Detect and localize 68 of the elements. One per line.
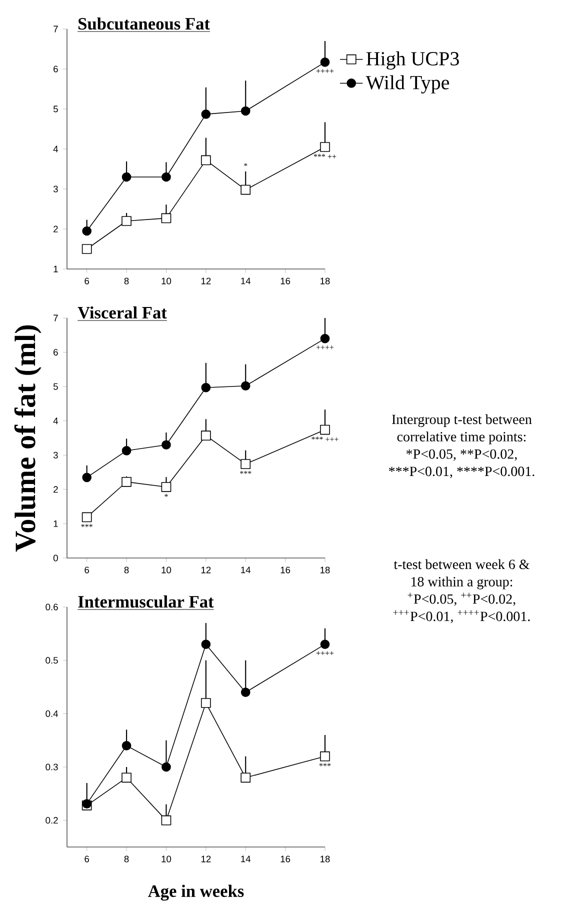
y-tick-label: 4 (53, 418, 58, 424)
x-tick-label: 8 (124, 278, 129, 284)
y-tick-label: 5 (53, 106, 58, 112)
text: $^{++}$P<0.02, (461, 592, 516, 606)
text: ***P<0.01, (388, 466, 452, 478)
y-tick-label: 4 (53, 146, 58, 152)
y-tick-label: 3 (53, 452, 58, 458)
y-tick-label: 7 (54, 26, 58, 32)
chart-title: Intermuscular Fat (78, 595, 214, 608)
text: **P<0.02, (460, 449, 517, 461)
text: ****P<0.001. (457, 466, 534, 476)
x-tick-label: 8 (124, 856, 129, 862)
y-tick-label: 1 (54, 266, 58, 272)
annotation: ++++ (316, 651, 334, 655)
y-tick-label: 2 (54, 226, 58, 232)
y-tick-label: 0 (53, 554, 58, 562)
x-tick-label: 16 (280, 278, 290, 284)
x-tick-label: 18 (320, 278, 330, 284)
chart-title: Visceral Fat (78, 306, 167, 319)
annotation: * (164, 494, 168, 497)
annotation: *** +++ (312, 436, 338, 442)
y-tick-label: 5 (53, 383, 58, 390)
legend-label: Wild Type (366, 75, 450, 94)
y-tick-label: 0.3 (46, 764, 58, 770)
annotation: *** ++ (314, 154, 336, 158)
annotation: *** (240, 470, 252, 474)
legend-label: High UCP3 (366, 51, 459, 70)
x-tick-label: 10 (162, 278, 172, 284)
x-tick-label: 14 (241, 566, 251, 574)
y-axis-title: Volume of fat (ml) (14, 325, 42, 552)
y-tick-label: 0.6 (46, 604, 58, 610)
x-tick-label: 16 (280, 566, 290, 574)
y-tick-label: 6 (54, 66, 58, 72)
y-tick-label: 1 (54, 520, 58, 527)
x-tick-label: 12 (201, 566, 211, 574)
y-tick-label: 0.2 (46, 817, 58, 824)
text: *P<0.05, (406, 449, 456, 461)
text: t-test between week 6 & 18 within a group: (394, 559, 530, 590)
x-tick-label: 12 (201, 856, 211, 862)
text: Intergroup t-test between correlative time points: (392, 414, 532, 444)
x-tick-label: 14 (241, 278, 251, 284)
x-tick-label: 6 (84, 856, 90, 862)
x-tick-label: 10 (162, 566, 172, 574)
x-tick-label: 12 (201, 278, 211, 284)
annotation: *** (81, 524, 92, 528)
x-axis-title: Age in weeks (148, 884, 244, 901)
x-tick-label: 8 (124, 566, 129, 574)
y-tick-label: 2 (54, 486, 58, 493)
x-tick-label: 10 (162, 856, 172, 862)
annotation: *** (319, 763, 331, 766)
annotation: ++++ (316, 346, 334, 350)
y-tick-label: 3 (53, 186, 58, 192)
text: $^{++++}$P<0.001. (458, 610, 530, 622)
annotation: ++++ (316, 69, 334, 73)
x-tick-label: 6 (84, 566, 90, 574)
y-tick-label: 0.4 (46, 710, 58, 717)
x-tick-label: 16 (280, 856, 290, 862)
text: $^{+}$P<0.05, (408, 592, 456, 606)
annotation: * (244, 163, 248, 166)
y-tick-label: 6 (54, 348, 58, 356)
chart-title: Subcutaneous Fat (78, 17, 210, 30)
x-tick-label: 18 (320, 856, 330, 862)
x-tick-label: 18 (320, 566, 330, 574)
x-tick-label: 14 (241, 856, 251, 862)
y-tick-label: 7 (54, 314, 58, 322)
y-tick-label: 0.5 (46, 657, 58, 664)
x-tick-label: 6 (84, 278, 90, 284)
text: $^{+++}$P<0.01, (393, 610, 453, 624)
